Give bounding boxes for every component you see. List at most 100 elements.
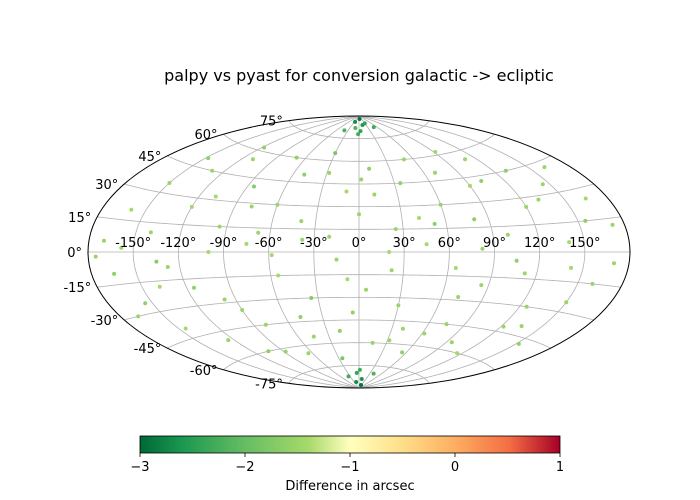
- colorbar-label: Difference in arcsec: [285, 479, 414, 494]
- data-point: [479, 283, 484, 288]
- y-tick-label: 0°: [67, 246, 82, 261]
- data-point: [396, 303, 401, 308]
- colorbar: [139, 435, 561, 454]
- grid-meridian: [177, 116, 360, 388]
- data-point: [119, 245, 124, 250]
- data-point: [276, 273, 281, 278]
- data-point: [371, 371, 376, 376]
- colorbar-tick-label: 1: [556, 460, 564, 475]
- data-point: [299, 219, 304, 224]
- data-point: [356, 132, 361, 137]
- data-point: [357, 212, 361, 217]
- data-point: [501, 324, 506, 329]
- data-point: [93, 254, 98, 259]
- grid-meridian: [223, 116, 360, 388]
- data-point: [359, 177, 364, 182]
- data-point: [334, 257, 339, 262]
- data-point: [432, 221, 437, 226]
- data-point: [249, 204, 254, 209]
- data-point: [480, 246, 485, 251]
- data-point: [183, 326, 188, 331]
- data-point: [453, 265, 458, 270]
- data-point: [364, 287, 369, 292]
- data-point: [542, 165, 547, 170]
- data-point: [266, 349, 271, 354]
- data-point: [354, 380, 359, 385]
- data-point: [564, 300, 569, 305]
- data-point: [371, 125, 376, 130]
- grid-meridian: [358, 116, 495, 388]
- data-point: [400, 326, 405, 331]
- data-point: [337, 328, 342, 333]
- data-point: [569, 265, 574, 270]
- data-point: [522, 271, 527, 276]
- colorbar-tick-label: −2: [235, 460, 254, 475]
- data-point: [165, 265, 170, 269]
- data-point: [612, 261, 617, 266]
- data-point: [143, 301, 148, 306]
- colorbar-tick-label: −1: [340, 460, 359, 475]
- data-point: [362, 121, 367, 126]
- chart-title: palpy vs pyast for conversion galactic -…: [164, 66, 554, 85]
- data-point: [294, 155, 299, 160]
- data-point: [250, 157, 255, 162]
- data-point: [402, 157, 407, 162]
- data-point: [516, 341, 521, 346]
- data-point: [424, 242, 429, 247]
- data-point: [256, 230, 261, 235]
- data-point: [359, 376, 364, 381]
- data-point: [269, 253, 274, 258]
- data-point: [206, 250, 211, 254]
- data-point: [148, 230, 153, 235]
- data-point: [226, 338, 231, 343]
- data-point: [157, 284, 162, 289]
- data-point: [217, 224, 222, 229]
- data-point: [213, 194, 218, 199]
- data-point: [275, 202, 280, 207]
- data-point: [298, 315, 303, 320]
- y-tick-label: -75°: [255, 377, 283, 392]
- data-point: [503, 168, 508, 173]
- x-tick-label: -30°: [300, 236, 328, 251]
- x-tick-label: 0°: [352, 236, 367, 251]
- data-point: [505, 232, 510, 237]
- data-point: [389, 268, 394, 273]
- data-point: [387, 338, 392, 343]
- data-point: [398, 181, 403, 186]
- data-point: [524, 204, 529, 209]
- data-point: [206, 156, 211, 161]
- data-point: [610, 222, 615, 227]
- data-point: [262, 145, 267, 150]
- data-point: [472, 217, 477, 222]
- data-point: [519, 324, 524, 329]
- data-point: [353, 119, 358, 124]
- data-point: [449, 340, 454, 345]
- y-tick-label: -15°: [63, 281, 91, 296]
- grid-meridian: [358, 116, 450, 388]
- data-point: [357, 367, 362, 372]
- data-point: [433, 170, 438, 175]
- colorbar-tick-label: 0: [451, 460, 459, 475]
- data-point: [240, 308, 245, 313]
- y-tick-label: -45°: [134, 342, 162, 357]
- x-tick-label: 30°: [393, 236, 416, 251]
- data-point: [222, 297, 227, 302]
- grid-meridian: [132, 116, 360, 388]
- data-point: [583, 218, 588, 223]
- x-tick-labels: -150° -120° -90° -60° -30° 0° 30° 60° 90° 120° 150…: [115, 236, 600, 251]
- data-point: [306, 351, 311, 356]
- x-tick-label: -90°: [210, 236, 238, 251]
- x-tick-label: -150°: [115, 236, 151, 251]
- data-point: [438, 202, 443, 207]
- data-point: [353, 126, 358, 131]
- data-point: [367, 166, 372, 171]
- x-tick-label: -60°: [255, 236, 283, 251]
- data-point: [590, 281, 595, 286]
- y-tick-labels: 75° 60° 45° 30° 15° 0° -15° -30° -45° -60° -75°: [63, 115, 282, 393]
- data-point: [283, 349, 288, 354]
- data-point: [393, 227, 398, 232]
- data-point: [340, 356, 345, 361]
- x-tick-label: 90°: [483, 236, 506, 251]
- data-point: [210, 168, 215, 173]
- data-point: [467, 183, 472, 188]
